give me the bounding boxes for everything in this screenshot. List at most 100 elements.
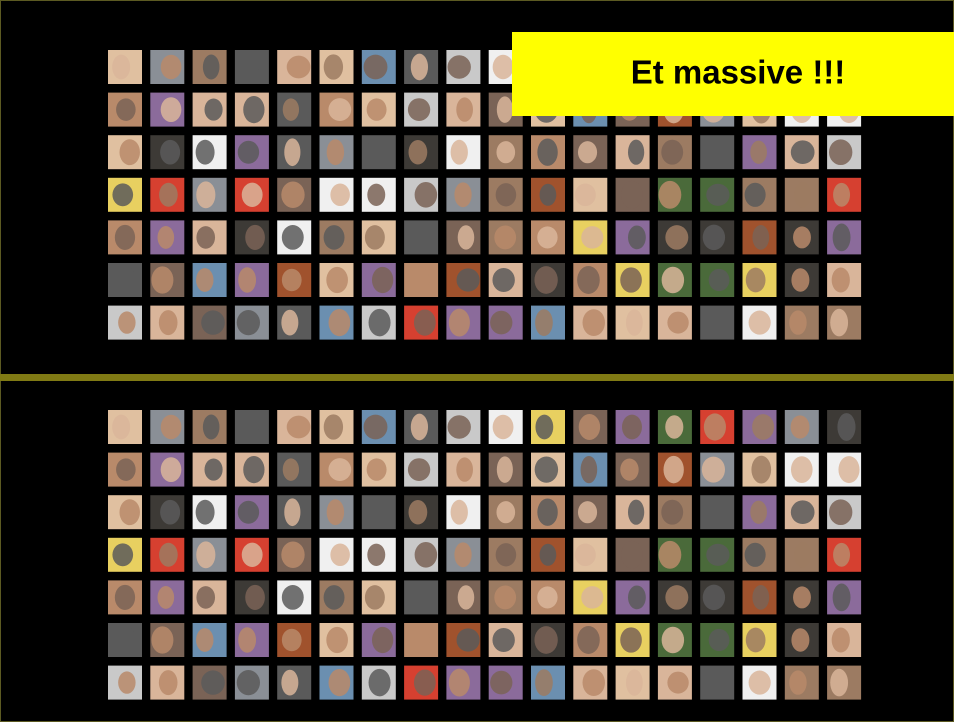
avatar: [658, 495, 692, 529]
avatar: [193, 220, 227, 254]
avatar-face: [447, 55, 470, 78]
avatar: [235, 495, 269, 529]
avatar: [489, 580, 523, 614]
avatar-face: [330, 184, 350, 207]
avatar: [658, 410, 692, 444]
avatar-face: [703, 225, 725, 250]
avatar-face: [833, 224, 851, 252]
avatar-face: [534, 266, 557, 294]
avatar: [108, 495, 142, 529]
avatar: [362, 178, 396, 212]
avatar-face: [497, 456, 513, 483]
avatar-face: [497, 96, 513, 123]
avatar: [277, 50, 311, 84]
avatar-face: [621, 541, 642, 569]
avatar-face: [326, 627, 348, 653]
avatar: [193, 538, 227, 572]
avatar: [785, 178, 819, 212]
avatar: [785, 623, 819, 657]
avatar-face: [537, 498, 557, 525]
avatar-face: [833, 584, 851, 612]
avatar: [320, 135, 354, 169]
avatar: [531, 306, 565, 340]
avatar: [277, 178, 311, 212]
avatar: [446, 410, 480, 444]
avatar-face: [752, 585, 769, 610]
avatar-face: [115, 585, 135, 610]
avatar-face: [794, 182, 811, 208]
avatar: [531, 495, 565, 529]
avatar: [150, 495, 184, 529]
avatar: [235, 453, 269, 487]
avatar: [827, 220, 861, 254]
avatar-face: [791, 628, 809, 651]
avatar-face: [456, 457, 473, 481]
avatar: [362, 453, 396, 487]
avatar: [150, 306, 184, 340]
avatar: [743, 495, 777, 529]
avatar-face: [583, 309, 605, 336]
avatar: [150, 666, 184, 700]
avatar: [573, 135, 607, 169]
avatar-face: [793, 586, 811, 608]
avatar-face: [791, 268, 809, 291]
avatar: [827, 263, 861, 297]
avatar-face: [492, 628, 514, 652]
avatar: [743, 178, 777, 212]
avatar: [785, 495, 819, 529]
avatar-face: [120, 139, 140, 165]
avatar: [235, 580, 269, 614]
avatar-face: [492, 268, 514, 292]
avatar: [150, 410, 184, 444]
avatar: [108, 135, 142, 169]
avatar-face: [581, 226, 603, 249]
avatar-face: [284, 138, 300, 166]
avatar: [235, 93, 269, 127]
avatar: [150, 580, 184, 614]
avatar-face: [409, 627, 429, 654]
avatar: [446, 306, 480, 340]
avatar-face: [451, 500, 468, 525]
avatar: [404, 50, 438, 84]
avatar-face: [287, 56, 311, 79]
avatar: [785, 580, 819, 614]
avatar: [404, 580, 438, 614]
avatar-face: [365, 585, 385, 610]
avatar: [320, 495, 354, 529]
avatar-face: [704, 310, 722, 335]
avatar-face: [324, 225, 345, 250]
avatar-face: [752, 225, 769, 250]
avatar: [320, 410, 354, 444]
avatar: [277, 93, 311, 127]
avatar: [573, 453, 607, 487]
avatar: [193, 93, 227, 127]
avatar: [658, 220, 692, 254]
avatar: [320, 580, 354, 614]
avatar: [700, 135, 734, 169]
avatar: [489, 666, 523, 700]
avatar-face: [365, 225, 385, 250]
avatar: [446, 220, 480, 254]
avatar: [108, 93, 142, 127]
avatar-face: [330, 544, 350, 567]
avatar: [362, 410, 396, 444]
avatar: [743, 580, 777, 614]
avatar: [573, 220, 607, 254]
avatar-face: [196, 140, 215, 165]
avatar: [785, 453, 819, 487]
avatar: [108, 50, 142, 84]
avatar-face: [667, 312, 688, 334]
avatar: [277, 580, 311, 614]
avatar-face: [578, 501, 597, 523]
avatar-face: [151, 266, 173, 293]
avatar: [404, 263, 438, 297]
avatar: [531, 135, 565, 169]
avatar-face: [791, 415, 810, 438]
avatar-face: [196, 226, 215, 249]
avatar-face: [414, 309, 436, 335]
avatar: [573, 306, 607, 340]
avatar-face: [662, 267, 684, 294]
avatar: [827, 453, 861, 487]
avatar: [193, 580, 227, 614]
avatar-face: [324, 414, 343, 439]
